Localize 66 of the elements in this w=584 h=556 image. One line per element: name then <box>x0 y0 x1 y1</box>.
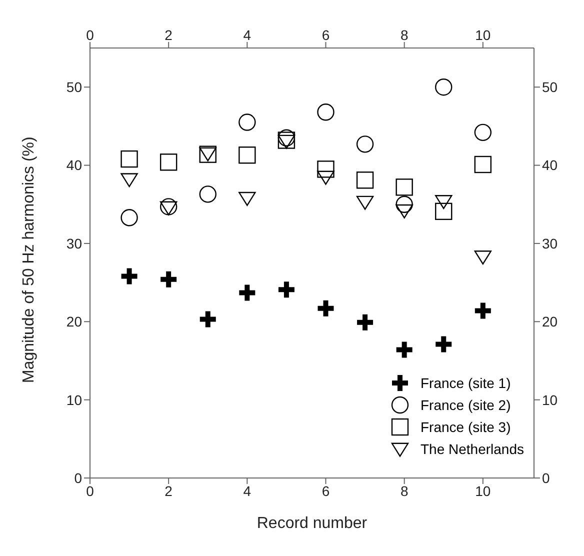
y2-tick-label: 40 <box>542 157 558 174</box>
point <box>318 300 334 316</box>
x2-tick-label: 0 <box>86 27 94 43</box>
point <box>396 342 412 358</box>
y-tick-label: 40 <box>66 157 82 174</box>
point <box>356 196 374 210</box>
point <box>357 314 374 330</box>
point <box>435 78 452 96</box>
point <box>120 150 138 168</box>
x2-tick-label: 6 <box>322 27 330 43</box>
point <box>396 196 413 213</box>
y-axis-title: Magnitude of 50 Hz harmonics (%) <box>20 136 38 383</box>
point <box>160 198 178 216</box>
point <box>474 124 492 142</box>
point <box>278 282 294 298</box>
x2-tick-label: 10 <box>475 27 491 43</box>
y2-tick-label: 0 <box>542 470 550 486</box>
point <box>238 146 256 164</box>
point <box>199 186 216 203</box>
x-tick-label: 6 <box>322 482 330 499</box>
y2-tick-label: 20 <box>542 314 558 330</box>
legend-label: The Netherlands <box>420 441 524 457</box>
point <box>317 104 334 121</box>
legend-label: France (site 3) <box>420 419 511 435</box>
point <box>396 204 413 218</box>
point <box>278 134 296 149</box>
x-tick-label: 8 <box>400 482 408 499</box>
x-tick-label: 0 <box>86 482 94 499</box>
x2-tick-label: 4 <box>243 27 252 43</box>
point <box>356 136 374 153</box>
y2-tick-label: 10 <box>542 392 558 408</box>
x2-tick-label: 2 <box>164 27 173 43</box>
y-tick-label: 10 <box>66 392 82 408</box>
point <box>356 172 374 189</box>
point <box>160 271 177 288</box>
y-tick-label: 50 <box>66 79 82 96</box>
y2-tick-label: 50 <box>542 79 558 96</box>
legend-label: France (site 2) <box>420 397 511 413</box>
point <box>435 195 452 210</box>
y2-tick-label: 30 <box>542 235 558 252</box>
point <box>120 209 138 226</box>
point <box>474 156 492 174</box>
x-tick-label: 2 <box>164 482 173 499</box>
y-tick-label: 0 <box>74 470 82 486</box>
point <box>120 173 138 188</box>
y-tick-label: 20 <box>66 314 82 330</box>
point <box>474 250 492 265</box>
point <box>238 192 256 206</box>
point <box>474 302 491 319</box>
x-tick-label: 10 <box>475 482 491 499</box>
x-axis-title: Record number <box>256 515 368 532</box>
point <box>317 160 334 178</box>
point <box>160 201 178 216</box>
point <box>239 284 256 301</box>
point <box>436 336 452 352</box>
point <box>435 202 452 220</box>
legend-label: France (site 1) <box>420 375 511 391</box>
x2-tick-label: 8 <box>400 27 408 43</box>
y-tick-label: 30 <box>66 235 82 252</box>
point <box>396 178 413 196</box>
point <box>238 114 256 131</box>
point <box>317 170 334 185</box>
point <box>200 311 216 328</box>
point <box>160 154 178 171</box>
point <box>121 268 138 284</box>
x-tick-label: 4 <box>243 482 252 499</box>
